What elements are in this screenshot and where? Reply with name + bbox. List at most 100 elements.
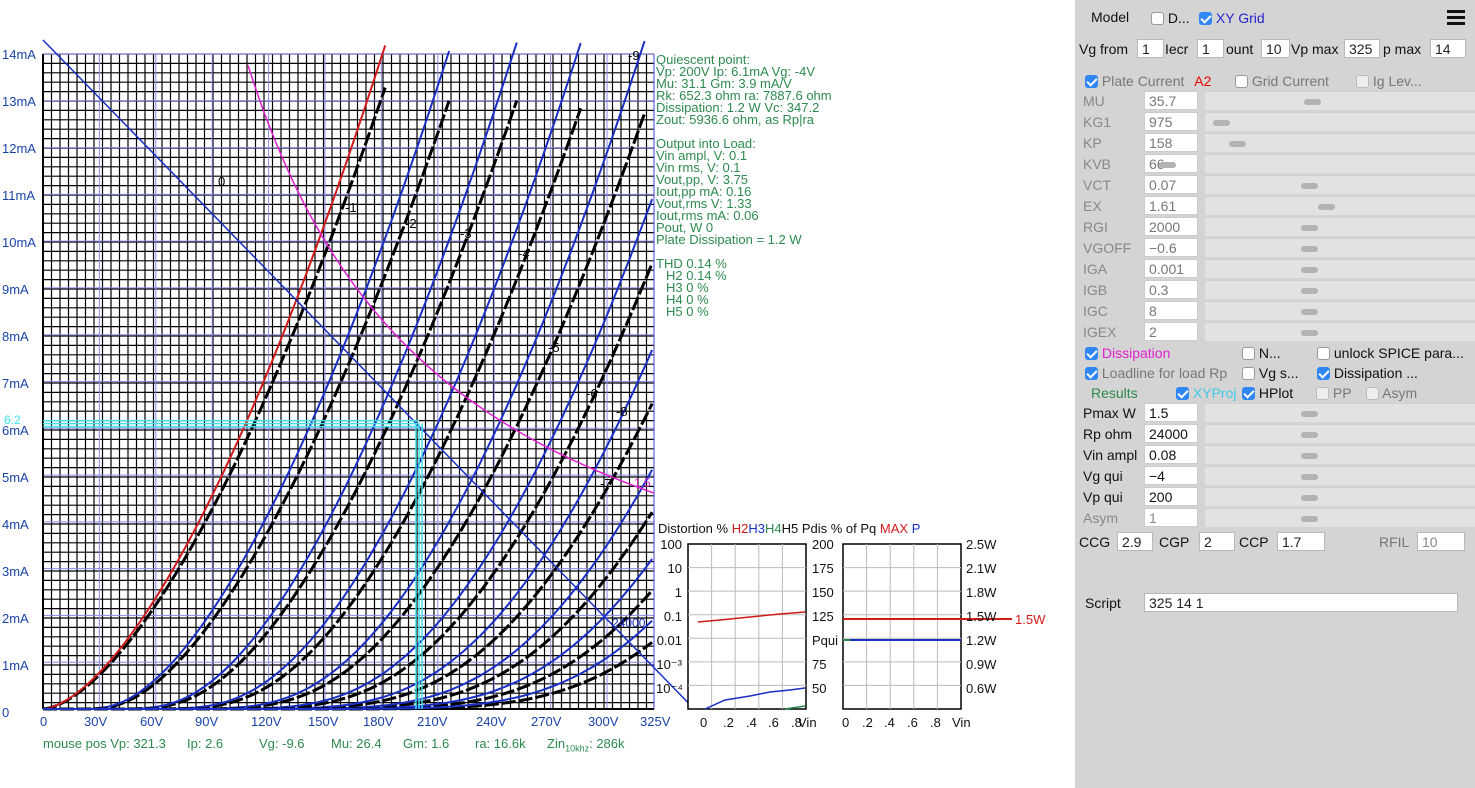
xy-grid-option[interactable]: XY Grid [1199,10,1265,26]
p-max-input[interactable]: 14 [1430,39,1466,58]
ig-lev-checkbox[interactable] [1356,75,1369,88]
load-slider-pmax-w[interactable] [1205,403,1475,422]
d-checkbox[interactable] [1151,12,1164,25]
slider-knob[interactable] [1304,99,1321,105]
script-input[interactable]: 325 14 1 [1144,593,1458,612]
load-input-vg-qui[interactable]: −4 [1144,466,1198,485]
param-slider-igc[interactable] [1205,301,1475,320]
ig-lev-option[interactable]: Ig Lev... [1356,73,1422,89]
param-slider-igb[interactable] [1205,280,1475,299]
plate-current-checkbox[interactable] [1085,75,1098,88]
grid-current-checkbox[interactable] [1235,75,1248,88]
slider-knob[interactable] [1301,432,1318,438]
slider-knob[interactable] [1301,183,1318,189]
hplot-option[interactable]: HPlot [1242,385,1293,401]
slider-knob[interactable] [1301,495,1318,501]
param-input-vct[interactable]: 0.07 [1144,175,1198,194]
unlock-spice-checkbox[interactable] [1317,347,1330,360]
slider-knob[interactable] [1229,141,1246,147]
param-slider-vct[interactable] [1205,175,1475,194]
count-input[interactable]: 10 [1261,39,1290,58]
results-label[interactable]: Results [1091,385,1138,401]
param-input-ex[interactable]: 1.61 [1144,196,1198,215]
plate-current-option[interactable]: Plate Current A2 [1085,73,1211,89]
param-input-igc[interactable]: 8 [1144,301,1198,320]
asym-option[interactable]: Asym [1366,385,1417,401]
pp-checkbox[interactable] [1316,387,1329,400]
param-input-kg1[interactable]: 975 [1144,112,1198,131]
slider-knob[interactable] [1301,246,1318,252]
hplot-checkbox[interactable] [1242,387,1255,400]
vp-max-input[interactable]: 325 [1344,39,1380,58]
load-slider-vp-qui[interactable] [1205,487,1475,506]
model-label[interactable]: Model [1091,9,1130,25]
asym-checkbox[interactable] [1366,387,1379,400]
d-option[interactable]: D... [1151,10,1190,26]
incr-input[interactable]: 1 [1197,39,1224,58]
loadline-checkbox[interactable] [1085,367,1098,380]
slider-knob[interactable] [1301,288,1318,294]
ccp-input[interactable]: 1.7 [1277,532,1325,551]
load-slider-vin-ampl[interactable] [1205,445,1475,464]
param-slider-iga[interactable] [1205,259,1475,278]
dissipation-option[interactable]: Dissipation [1085,345,1170,361]
param-input-igb[interactable]: 0.3 [1144,280,1198,299]
xyproj-option[interactable]: XYProj [1176,385,1236,401]
param-slider-kvb[interactable] [1159,154,1475,173]
param-input-vgoff[interactable]: −0.6 [1144,238,1198,257]
load-input-vin-ampl[interactable]: 0.08 [1144,445,1198,464]
param-input-rgi[interactable]: 2000 [1144,217,1198,236]
loadline-option[interactable]: Loadline for load Rp [1085,365,1227,381]
vg-from-input[interactable]: 1 [1137,39,1164,58]
dissipation2-option[interactable]: Dissipation ... [1317,365,1418,381]
load-input-rp-ohm[interactable]: 24000 [1144,424,1198,443]
xyproj-checkbox[interactable] [1176,387,1189,400]
load-slider-asym[interactable] [1205,508,1475,527]
dissipation2-checkbox[interactable] [1317,367,1330,380]
param-slider-rgi[interactable] [1205,217,1475,236]
param-slider-ex[interactable] [1205,196,1475,215]
slider-knob[interactable] [1301,474,1318,480]
cgp-input[interactable]: 2 [1199,532,1235,551]
load-input-pmax-w[interactable]: 1.5 [1144,403,1198,422]
slider-knob[interactable] [1301,411,1318,417]
rfil-input[interactable]: 10 [1417,532,1465,551]
param-input-igex[interactable]: 2 [1144,322,1198,341]
load-slider-rp-ohm[interactable] [1205,424,1475,443]
vg-s-checkbox[interactable] [1242,367,1255,380]
grid-current-option[interactable]: Grid Current [1235,73,1329,89]
dissipation-checkbox[interactable] [1085,347,1098,360]
pp-option[interactable]: PP [1316,385,1352,401]
load-input-asym[interactable]: 1 [1144,508,1198,527]
n-checkbox[interactable] [1242,347,1255,360]
slider-knob[interactable] [1213,120,1230,126]
slider-knob[interactable] [1318,204,1335,210]
slider-knob[interactable] [1301,225,1318,231]
param-input-iga[interactable]: 0.001 [1144,259,1198,278]
slider-knob[interactable] [1301,330,1318,336]
param-input-kp[interactable]: 158 [1144,133,1198,152]
slider-knob[interactable] [1301,267,1318,273]
y-tick-label: 7mA [2,376,29,391]
slider-knob[interactable] [1301,453,1318,459]
param-slider-mu[interactable] [1205,91,1475,110]
param-slider-kp[interactable] [1205,133,1475,152]
vg-s-option[interactable]: Vg s... [1242,365,1299,381]
xy-grid-checkbox[interactable] [1199,12,1212,25]
distortion-y-label: 10⁻⁴ [656,681,683,696]
load-input-vp-qui[interactable]: 200 [1144,487,1198,506]
characteristic-plot[interactable]: 0 -1 -2 -3 -4 -5 -6 -7 -8 -9 6.2 1.5 24000 [0,0,1075,788]
unlock-spice-option[interactable]: unlock SPICE para... [1317,345,1464,361]
n-option[interactable]: N... [1242,345,1281,361]
hamburger-menu-icon[interactable] [1447,10,1465,26]
slider-knob[interactable] [1301,309,1318,315]
param-input-mu[interactable]: 35.7 [1144,91,1198,110]
slider-knob[interactable] [1301,516,1318,522]
param-slider-vgoff[interactable] [1205,238,1475,257]
load-slider-vg-qui[interactable] [1205,466,1475,485]
param-slider-igex[interactable] [1205,322,1475,341]
ccg-input[interactable]: 2.9 [1117,532,1153,551]
plot-area[interactable]: 0 -1 -2 -3 -4 -5 -6 -7 -8 -9 6.2 1.5 24000 14mA 13mA 1… [0,0,1075,788]
slider-knob[interactable] [1159,162,1176,168]
param-slider-kg1[interactable] [1205,112,1475,131]
